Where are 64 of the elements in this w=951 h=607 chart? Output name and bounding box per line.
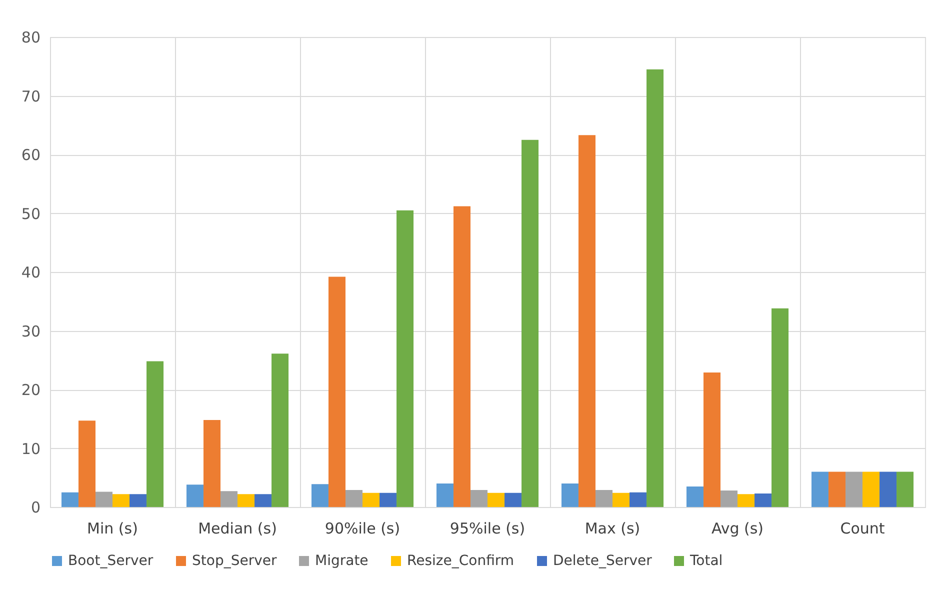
bar: [78, 420, 96, 507]
y-tick-label: 50: [21, 204, 40, 223]
bar: [896, 472, 914, 507]
y-tick-label: 60: [21, 146, 40, 164]
bar: [561, 484, 578, 507]
bar: [811, 472, 828, 507]
x-tick-label: Max (s): [584, 520, 640, 538]
bar: [880, 472, 897, 507]
bar: [720, 490, 738, 507]
y-tick-label: 80: [21, 28, 40, 46]
x-tick-label: Avg (s): [711, 520, 764, 538]
bar: [328, 276, 346, 507]
bar: [630, 492, 647, 507]
x-tick-label: Count: [840, 520, 885, 538]
legend-label: Migrate: [315, 553, 368, 569]
bar: [272, 354, 289, 507]
x-tick-label: Min (s): [87, 520, 138, 538]
y-tick-label: 20: [21, 381, 40, 399]
y-tick-label: 70: [21, 87, 40, 106]
bar: [61, 492, 78, 507]
bar: [254, 494, 272, 507]
bar: [828, 472, 846, 507]
bar: [772, 308, 789, 507]
bar: [862, 472, 880, 507]
bar: [130, 494, 147, 507]
bar: [646, 69, 664, 507]
bar: [436, 484, 454, 507]
bar: [754, 493, 772, 507]
y-tick-label: 0: [30, 498, 40, 516]
bar: [703, 372, 720, 507]
bar: [238, 494, 255, 507]
bar: [345, 490, 362, 507]
legend-label: Resize_Confirm: [407, 553, 514, 569]
bar: [578, 135, 596, 507]
legend-label: Boot_Server: [68, 553, 154, 569]
bar: [845, 472, 862, 507]
bar: [220, 491, 238, 507]
bar: [311, 484, 328, 507]
bar: [612, 492, 630, 507]
bar: [112, 494, 130, 507]
bar: [362, 492, 380, 507]
bar: [488, 492, 505, 507]
legend-label: Total: [689, 553, 723, 569]
y-tick-label: 30: [21, 322, 40, 340]
bar: [146, 361, 164, 507]
x-tick-label: 95%ile (s): [450, 520, 526, 538]
bar: [186, 484, 204, 507]
bar: [203, 420, 220, 507]
y-tick-label: 10: [21, 440, 40, 458]
bar: [504, 492, 522, 507]
bar: [738, 494, 755, 507]
legend-label: Delete_Server: [553, 553, 652, 569]
legend-label: Stop_Server: [192, 553, 277, 569]
bar: [396, 210, 414, 507]
x-tick-label: 90%ile (s): [324, 520, 400, 538]
bar: [470, 490, 488, 507]
bar: [522, 140, 539, 507]
bar: [686, 486, 704, 507]
x-tick-label: Median (s): [198, 520, 277, 538]
bar: [453, 206, 470, 507]
bar: [380, 492, 397, 507]
bar: [595, 490, 612, 507]
bar: [95, 492, 112, 507]
y-tick-label: 40: [21, 264, 40, 282]
